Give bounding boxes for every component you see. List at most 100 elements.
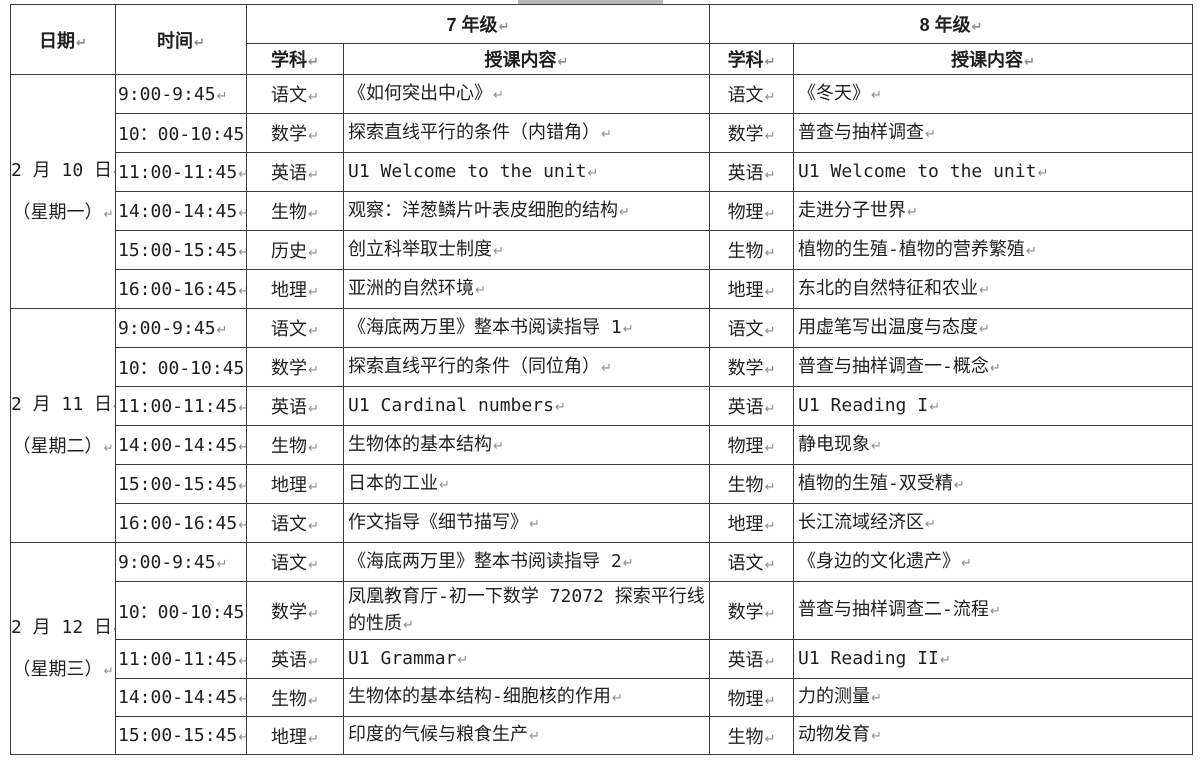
g7-content-cell: 创立科举取士制度↵	[342, 230, 711, 270]
paragraph-mark-icon: ↵	[1037, 165, 1049, 181]
paragraph-mark-icon: ↵	[308, 363, 319, 378]
paragraph-mark-icon: ↵	[103, 663, 114, 678]
top-edge-artifact	[518, 0, 663, 4]
g8-subject-cell: 语文↵	[709, 542, 795, 582]
paragraph-mark-icon: ↵	[764, 363, 776, 378]
paragraph-mark-icon: ↵	[925, 516, 936, 532]
weekday-line: （星期一）↵	[12, 201, 114, 223]
paragraph-mark-icon: ↵	[979, 282, 990, 298]
header-grade8-content: 授课内容↵	[793, 43, 1194, 75]
time-cell: 15:00-15:45↵	[115, 716, 247, 755]
header-grade7: 7 年级↵	[245, 4, 711, 44]
paragraph-mark-icon: ↵	[308, 480, 319, 495]
g8-subject-cell: 生物↵	[709, 230, 795, 270]
g8-content-cell: 东北的自然特征和农业↵	[793, 269, 1194, 309]
g8-subject-cell: 英语↵	[709, 386, 795, 426]
paragraph-mark-icon: ↵	[103, 440, 114, 455]
paragraph-mark-icon: ↵	[103, 206, 114, 221]
paragraph-mark-icon: ↵	[601, 126, 612, 142]
g8-subject-cell: 数学↵	[709, 347, 795, 387]
paragraph-mark-icon: ↵	[939, 652, 951, 668]
paragraph-mark-icon: ↵	[493, 87, 504, 103]
time-cell: 16:00-16:45↵	[115, 503, 247, 543]
table-row: 15:00-15:45↵ 地理↵ 印度的气候与粮食生产↵ 生物↵ 动物发育↵	[11, 716, 1194, 755]
paragraph-mark-icon: ↵	[953, 477, 965, 493]
g7-content-cell: 观察：洋葱鳞片叶表皮细胞的结构↵	[342, 191, 711, 231]
table-row: 11:00-11:45↵ 英语↵ U1 Welcome to the unit↵…	[11, 152, 1194, 192]
paragraph-mark-icon: ↵	[871, 729, 882, 745]
paragraph-mark-icon: ↵	[238, 730, 245, 745]
paragraph-mark-icon: ↵	[764, 168, 776, 183]
g8-content-cell: U1 Welcome to the unit↵	[793, 152, 1194, 192]
g8-content-cell: 走进分子世界↵	[793, 191, 1194, 231]
time-cell: 10：00-10:45↵	[115, 347, 247, 387]
g7-subject-cell: 英语↵	[246, 152, 344, 192]
g8-subject-cell: 生物↵	[709, 716, 795, 755]
g8-subject-cell: 地理↵	[709, 503, 795, 543]
paragraph-mark-icon: ↵	[764, 606, 776, 622]
paragraph-mark-icon: ↵	[238, 692, 245, 707]
g7-content-cell: 《海底两万里》整本书阅读指导 2↵	[342, 542, 711, 582]
time-cell: 11:00-11:45↵	[115, 152, 247, 192]
paragraph-mark-icon: ↵	[113, 165, 114, 179]
paragraph-mark-icon: ↵	[764, 693, 776, 709]
time-cell: 16:00-16:45↵	[115, 269, 247, 309]
paragraph-mark-icon: ↵	[529, 516, 540, 532]
table-row: 11:00-11:45↵ 英语↵ U1 Cardinal numbers↵ 英语…	[11, 386, 1194, 426]
paragraph-mark-icon: ↵	[194, 35, 205, 51]
paragraph-mark-icon: ↵	[871, 691, 882, 707]
paragraph-mark-icon: ↵	[764, 519, 776, 534]
g7-subject-cell: 语文↵	[246, 503, 344, 543]
paragraph-mark-icon: ↵	[238, 518, 245, 533]
weekday-line: （星期三）↵	[12, 658, 114, 680]
g7-content-cell: 作文指导《细节描写》↵	[342, 503, 711, 543]
paragraph-mark-icon: ↵	[245, 129, 246, 144]
g8-content-cell: 《冬天》↵	[793, 74, 1194, 114]
header-grade8-subject: 学科↵	[709, 43, 795, 75]
paragraph-mark-icon: ↵	[238, 440, 245, 455]
g7-subject-cell: 地理↵	[246, 269, 344, 309]
paragraph-mark-icon: ↵	[764, 246, 776, 261]
paragraph-mark-icon: ↵	[216, 322, 228, 338]
g8-subject-cell: 语文↵	[709, 308, 795, 348]
paragraph-mark-icon: ↵	[308, 655, 319, 670]
g8-subject-cell: 物理↵	[709, 425, 795, 465]
g8-content-cell: 普查与抽样调查二-流程↵	[793, 581, 1194, 640]
table-row: 15:00-15:45↵ 历史↵ 创立科举取士制度↵ 生物↵ 植物的生殖-植物的…	[11, 230, 1194, 270]
class-schedule-table: 日期↵ 时间↵ 7 年级↵ 8 年级↵ 学科↵ 授课内容↵ 学科↵ 授课内容↵ …	[10, 4, 1194, 755]
g7-content-cell: 日本的工业↵	[342, 464, 711, 504]
paragraph-mark-icon: ↵	[308, 558, 319, 573]
paragraph-mark-icon: ↵	[238, 284, 245, 299]
g8-subject-cell: 生物↵	[709, 464, 795, 504]
paragraph-mark-icon: ↵	[308, 731, 319, 747]
header-row-1: 日期↵ 时间↵ 7 年级↵ 8 年级↵	[10, 4, 1194, 75]
paragraph-mark-icon: ↵	[245, 363, 246, 378]
paragraph-mark-icon: ↵	[76, 35, 87, 51]
paragraph-mark-icon: ↵	[308, 519, 319, 534]
paragraph-mark-icon: ↵	[216, 556, 228, 572]
g7-subject-cell: 语文↵	[246, 308, 344, 348]
g7-content-cell: 生物体的基本结构↵	[342, 425, 711, 465]
paragraph-mark-icon: ↵	[457, 652, 469, 668]
paragraph-mark-icon: ↵	[498, 20, 510, 35]
g8-subject-cell: 物理↵	[709, 678, 795, 717]
g7-subject-cell: 数学↵	[246, 581, 344, 640]
g8-content-cell: 普查与抽样调查↵	[793, 113, 1194, 153]
table-row: 10：00-10:45↵ 数学↵ 探索直线平行的条件（内错角）↵ 数学↵ 普查与…	[11, 113, 1194, 153]
g7-subject-cell: 生物↵	[246, 425, 344, 465]
paragraph-mark-icon: ↵	[554, 399, 566, 415]
paragraph-mark-icon: ↵	[308, 90, 319, 105]
paragraph-mark-icon: ↵	[493, 438, 504, 454]
paragraph-mark-icon: ↵	[907, 204, 918, 220]
time-cell: 9:00-9:45↵	[115, 308, 247, 348]
g7-content-cell: 探索直线平行的条件（内错角）↵	[342, 113, 711, 153]
time-cell: 10：00-10:45↵	[115, 113, 247, 153]
g7-subject-cell: 数学↵	[246, 113, 344, 153]
g7-content-cell: 生物体的基本结构-细胞核的作用↵	[342, 678, 711, 717]
paragraph-mark-icon: ↵	[979, 321, 990, 337]
time-cell: 14:00-14:45↵	[115, 425, 247, 465]
g7-subject-cell: 数学↵	[246, 347, 344, 387]
paragraph-mark-icon: ↵	[764, 55, 776, 70]
g8-subject-cell: 数学↵	[709, 113, 795, 153]
g8-content-cell: 植物的生殖-植物的营养繁殖↵	[793, 230, 1194, 270]
